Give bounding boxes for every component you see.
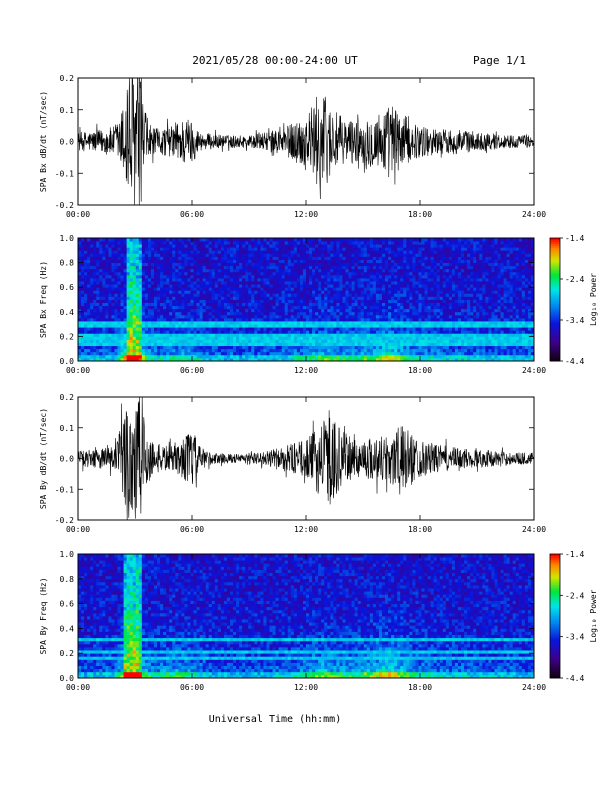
y-axis-label: SPA By Freq (Hz) [39,577,48,654]
y-tick-label: 0.0 [60,455,75,464]
page-number: Page 1/1 [473,54,526,67]
panel-1: 0.2 0.1 0.0 -0.1 -0.200:00 06:00 12:00 18:00 24:… [39,74,546,219]
y-tick-label: 0.2 [60,649,75,658]
x-tick-label: 12:00 [294,683,318,692]
colorbar: -1.4 -2.4 -3.4 -4.4 Log₁₀ Power [549,234,598,366]
y-tick-label: -0.1 [55,485,74,494]
panel-4: -1.4 -2.4 -3.4 -4.4 Log₁₀ Power 1.0 0.8 0.6 0.4 0… [39,550,598,692]
x-tick-label: 00:00 [66,525,90,534]
y-tick-label: 0.4 [60,308,75,317]
y-tick-label: -0.1 [55,169,74,178]
x-tick-label: 24:00 [522,210,546,219]
colorbar-label: Log₁₀ Power [589,589,598,642]
colorbar: -1.4 -2.4 -3.4 -4.4 Log₁₀ Power [549,550,598,683]
colorbar-tick-label: -3.4 [565,633,584,642]
y-axis-label: SPA Bx dB/dt (nT/sec) [39,91,48,192]
x-tick-label: 24:00 [522,525,546,534]
y-tick-label: 0.2 [60,74,75,83]
y-tick-label: 0.8 [60,259,75,268]
colorbar-frame [549,553,561,679]
x-tick-label: 00:00 [66,683,90,692]
colorbar-tick-label: -2.4 [565,275,584,284]
y-tick-label: 0.6 [60,600,75,609]
colorbar-tick-label: -1.4 [565,550,584,559]
x-tick-label: 18:00 [408,366,432,375]
x-tick-label: 00:00 [66,366,90,375]
y-tick-label: 0.0 [60,674,75,683]
y-tick-label: -0.2 [55,516,74,525]
colorbar-tick-label: -4.4 [565,357,584,366]
y-tick-label: 0.1 [60,106,75,115]
x-tick-label: 06:00 [180,525,204,534]
trace-line [77,77,535,206]
colorbar-tick-label: -1.4 [565,234,584,243]
plot-title: 2021/05/28 00:00-24:00 UT [192,54,358,67]
x-axis-label: Universal Time (hh:mm) [209,714,341,725]
colorbar-tick-label: -3.4 [565,316,584,325]
trace-line [77,396,535,521]
y-tick-label: 0.2 [60,393,75,402]
x-tick-label: 18:00 [408,210,432,219]
x-tick-label: 12:00 [294,366,318,375]
y-axis-label: SPA Bx Freq (Hz) [39,261,48,338]
x-tick-label: 18:00 [408,525,432,534]
y-tick-label: 0.2 [60,332,75,341]
colorbar-frame [549,237,561,362]
colorbar-tick-label: -4.4 [565,674,584,683]
y-tick-label: 0.0 [60,138,75,147]
x-tick-label: 18:00 [408,683,432,692]
y-tick-label: 0.8 [60,575,75,584]
y-tick-label: -0.2 [55,201,74,210]
panel-3: 0.2 0.1 0.0 -0.1 -0.200:00 06:00 12:00 18:00 24:… [39,393,546,534]
y-tick-label: 0.4 [60,624,75,633]
y-tick-label: 1.0 [60,550,75,559]
y-tick-label: 1.0 [60,234,75,243]
colorbar-tick-label: -2.4 [565,591,584,600]
x-tick-label: 24:00 [522,683,546,692]
y-tick-label: 0.1 [60,424,75,433]
x-tick-label: 24:00 [522,366,546,375]
x-tick-label: 06:00 [180,366,204,375]
x-tick-label: 06:00 [180,683,204,692]
spectrogram-cells [78,238,535,362]
x-tick-label: 12:00 [294,210,318,219]
y-tick-label: 0.6 [60,283,75,292]
y-tick-label: 0.0 [60,357,75,366]
spectrogram-cells [78,554,535,679]
x-tick-label: 06:00 [180,210,204,219]
colorbar-label: Log₁₀ Power [589,273,598,326]
x-tick-label: 12:00 [294,525,318,534]
y-axis-label: SPA By dB/dt (nT/sec) [39,408,48,509]
x-tick-label: 00:00 [66,210,90,219]
panel-2: -1.4 -2.4 -3.4 -4.4 Log₁₀ Power 1.0 0.8 0.6 0.4 0… [39,234,598,375]
